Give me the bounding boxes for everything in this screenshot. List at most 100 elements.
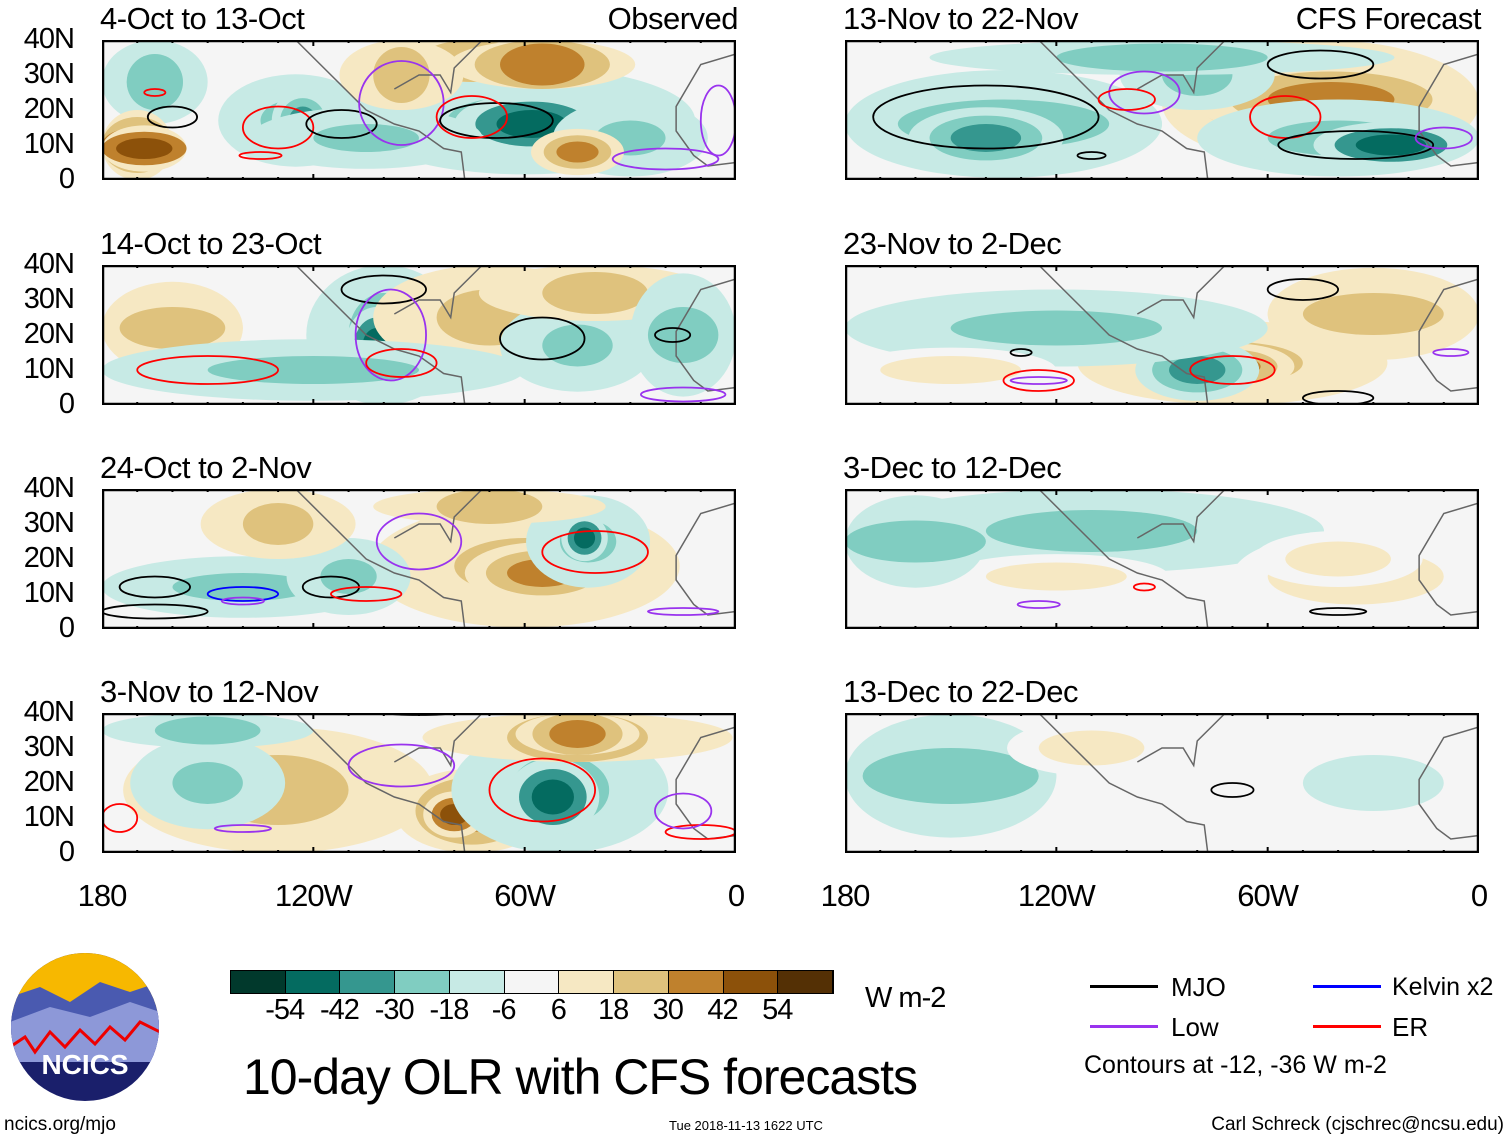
y-tick-label: 10N <box>23 353 75 385</box>
wave-contour <box>375 512 463 571</box>
colorbar-swatch <box>395 971 450 993</box>
y-tick-label: 20N <box>23 93 75 125</box>
y-tick-label: 20N <box>23 542 75 574</box>
coastline <box>393 489 483 544</box>
colorbar-swatch <box>778 971 834 993</box>
coastline <box>1418 53 1479 167</box>
y-tick-label: 0 <box>58 388 75 420</box>
colorbar-label: -30 <box>374 994 415 1026</box>
legend-line-mjo <box>1090 985 1158 988</box>
wave-contour <box>238 151 283 160</box>
olr-anomaly-region <box>556 141 599 163</box>
wave-contour <box>435 95 508 139</box>
ncics-logo: NCICS <box>11 953 159 1101</box>
x-tick-label: 60W <box>1237 878 1299 913</box>
coastline <box>1038 40 1209 180</box>
y-tick-label: 30N <box>23 507 75 539</box>
legend-label-mjo: MJO <box>1171 972 1226 1002</box>
olr-anomaly-region <box>845 520 986 563</box>
website-link[interactable]: ncics.org/mjo <box>4 1114 116 1135</box>
panel-title: 24-Oct to 2-Nov <box>100 450 312 485</box>
olr-anomaly-region <box>542 324 613 367</box>
coastline <box>393 265 483 320</box>
coastline <box>393 40 483 95</box>
colorbar-label: 42 <box>707 994 738 1026</box>
olr-anomaly-region <box>531 779 574 815</box>
olr-map-panel <box>845 713 1479 853</box>
coastline <box>1136 713 1226 768</box>
olr-anomaly-region <box>116 138 173 159</box>
wave-contour <box>499 316 586 361</box>
olr-map-panel <box>845 40 1479 180</box>
legend-line-kelvin <box>1313 985 1381 988</box>
wave-contour <box>1249 95 1322 139</box>
colorbar-label: -6 <box>491 994 517 1026</box>
wave-contour <box>206 586 280 602</box>
panel-title: 3-Nov to 12-Nov <box>100 674 319 709</box>
olr-anomaly-region <box>320 559 377 594</box>
olr-anomaly-region <box>862 748 1039 804</box>
olr-anomaly-region <box>126 54 184 110</box>
y-tick-label: 10N <box>23 801 75 833</box>
wave-contour <box>1097 88 1156 111</box>
colorbar-swatch <box>504 971 560 993</box>
panel-title: 4-Oct to 13-Oct <box>100 1 305 36</box>
olr-map-panel <box>102 713 736 853</box>
legend-line-low <box>1090 1025 1158 1028</box>
coastline <box>1136 265 1226 320</box>
wave-contour <box>1414 126 1473 150</box>
legend-label-low: Low <box>1171 1012 1219 1042</box>
panel-title: 14-Oct to 23-Oct <box>100 226 322 261</box>
wave-contour <box>699 84 736 157</box>
olr-map-panel <box>845 489 1479 629</box>
wave-contour <box>488 757 597 823</box>
olr-anomaly-region <box>242 503 314 545</box>
colorbar <box>230 970 834 994</box>
olr-anomaly-region <box>1169 356 1226 384</box>
colorbar-swatch <box>231 971 286 993</box>
y-tick-label: 10N <box>23 128 75 160</box>
y-tick-label: 30N <box>23 731 75 763</box>
colorbar-label: 18 <box>597 994 629 1026</box>
wave-contour <box>1076 151 1107 160</box>
olr-anomaly-region <box>1302 755 1444 811</box>
wave-contour <box>354 288 427 382</box>
olr-map-panel <box>102 265 736 405</box>
olr-anomaly-region <box>500 43 585 86</box>
legend-label-er: ER <box>1392 1012 1429 1042</box>
wave-contour <box>1210 782 1255 798</box>
olr-anomaly-region <box>549 720 606 748</box>
olr-anomaly-region <box>880 356 1022 384</box>
wave-contour <box>1016 600 1061 609</box>
wave-contour <box>330 586 403 602</box>
coastline <box>1038 489 1209 629</box>
olr-anomaly-region <box>1355 134 1427 156</box>
wave-contour <box>654 327 692 343</box>
y-tick-label: 0 <box>58 836 75 868</box>
coastline <box>1418 278 1479 392</box>
coastline <box>295 40 466 180</box>
coastline <box>1418 726 1479 840</box>
colorbar-label: 30 <box>652 994 684 1026</box>
wave-contour <box>647 607 720 616</box>
legend-line-er <box>1313 1025 1381 1028</box>
wave-contour <box>654 792 713 830</box>
legend-note: Contours at -12, -36 W m-2 <box>1084 1051 1387 1079</box>
wave-contour <box>1009 348 1033 357</box>
x-tick-label: 0 <box>1470 878 1488 913</box>
coastline <box>1038 265 1209 405</box>
wave-contour <box>118 575 191 599</box>
wave-contour <box>1002 369 1075 392</box>
timestamp: Tue 2018-11-13 1622 UTC <box>669 1118 823 1133</box>
svg-text:NCICS: NCICS <box>41 1049 128 1080</box>
x-tick-label: 180 <box>77 878 128 913</box>
colorbar-swatch <box>559 971 615 993</box>
y-tick-label: 0 <box>58 163 75 195</box>
coastline <box>393 713 483 768</box>
olr-anomaly-region <box>373 47 430 103</box>
colorbar-swatch <box>668 971 724 993</box>
wave-contour <box>102 803 139 833</box>
colorbar-label: -18 <box>429 994 469 1026</box>
forecast-column-header: CFS Forecast <box>1295 1 1482 36</box>
olr-anomaly-region <box>154 716 261 745</box>
